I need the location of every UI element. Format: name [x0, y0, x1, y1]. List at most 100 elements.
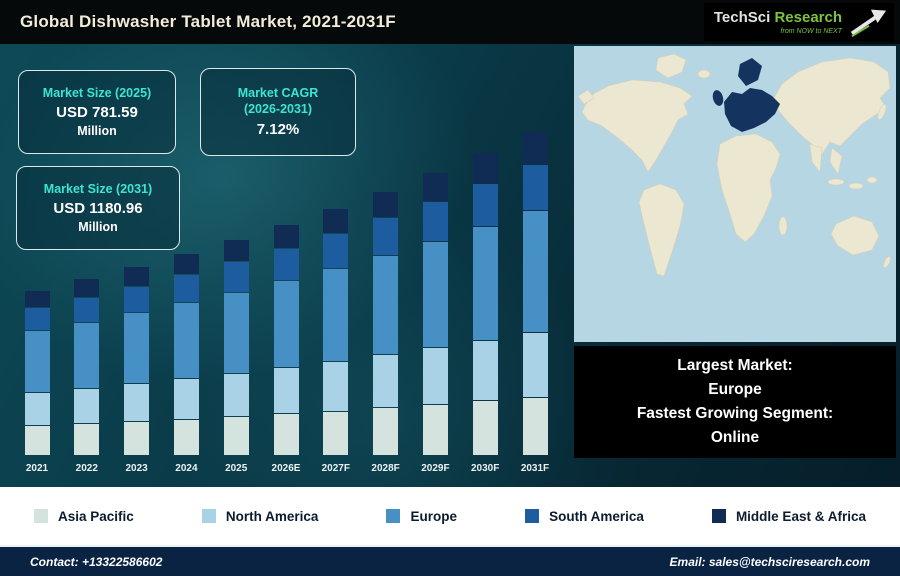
- bar-segment: [422, 241, 448, 348]
- bar-segment: [522, 165, 548, 210]
- fastest-segment-label: Fastest Growing Segment:: [636, 405, 834, 422]
- bar-segment: [173, 274, 199, 303]
- map-continents: [577, 53, 891, 277]
- axis-label: 2025: [225, 463, 248, 474]
- market-highlights-box: Largest Market: Europe Fastest Growing S…: [574, 346, 896, 458]
- bar-segment: [273, 281, 299, 368]
- axis-label: 2028F: [371, 463, 400, 474]
- legend-swatch: [201, 509, 216, 523]
- bar-segment: [472, 183, 498, 226]
- footer-bar: Contact: +13322586602 Email: sales@techs…: [0, 545, 900, 576]
- bar-2024: [173, 254, 199, 455]
- bar-2023: [124, 267, 150, 455]
- bar-segment: [74, 424, 100, 455]
- bar-segment: [422, 405, 448, 455]
- legend-label: Asia Pacific: [58, 508, 134, 524]
- bar-segment: [223, 240, 249, 262]
- legend-label: North America: [225, 508, 319, 524]
- bar-2026E: [273, 225, 299, 455]
- stat-box-market-size-2031: Market Size (2031) USD 1180.96 Million: [16, 166, 180, 250]
- bar-segment: [24, 330, 50, 392]
- bar-segment: [124, 313, 150, 384]
- bar-segment: [74, 388, 100, 424]
- logo-tagline: from NOW to NEXT: [780, 27, 842, 35]
- header-bar: Global Dishwasher Tablet Market, 2021-20…: [0, 0, 900, 44]
- stat-unit: Million: [77, 124, 117, 139]
- axis-label: 2029F: [421, 463, 450, 474]
- bar-segment: [522, 132, 548, 165]
- contact-phone: Contact: +13322586602: [30, 554, 163, 569]
- bar-segment: [273, 414, 299, 455]
- axis-label: 2024: [175, 463, 198, 474]
- bar-segment: [124, 421, 150, 455]
- stat-value: USD 781.59: [56, 104, 138, 122]
- bar-segment: [422, 348, 448, 405]
- legend-label: Europe: [410, 508, 457, 524]
- legend-item: Middle East & Africa: [711, 508, 866, 524]
- axis-label: 2031F: [520, 463, 550, 474]
- stat-box-market-size-2025: Market Size (2025) USD 781.59 Million: [18, 70, 176, 154]
- stat-label-line1: Market CAGR: [237, 86, 319, 101]
- bar-2025: [223, 240, 249, 455]
- bar-2030F: [472, 153, 498, 455]
- bar-2029F: [422, 173, 448, 455]
- bar-segment: [124, 267, 150, 286]
- legend-item: North America: [201, 508, 319, 524]
- bar-segment: [472, 401, 498, 455]
- bar-segment: [373, 191, 399, 218]
- axis-label: 2023: [125, 463, 148, 474]
- bar-segment: [124, 384, 150, 421]
- page-title: Global Dishwasher Tablet Market, 2021-20…: [20, 12, 396, 31]
- axis-label: 2021: [25, 463, 49, 474]
- bar-segment: [472, 226, 498, 340]
- bar-segment: [223, 292, 249, 373]
- bar-segment: [373, 255, 399, 355]
- legend-item: Asia Pacific: [34, 509, 134, 524]
- bar-segment: [472, 340, 498, 401]
- legend-swatch: [711, 509, 726, 523]
- legend-label: Middle East & Africa: [735, 508, 866, 524]
- bar-segment: [173, 303, 199, 379]
- bar-segment: [223, 262, 249, 292]
- bar-segment: [74, 279, 100, 297]
- bar-segment: [422, 173, 448, 202]
- logo-brand-primary: TechSci: [713, 8, 771, 26]
- bar-segment: [323, 208, 349, 234]
- contact-email: Email: sales@techsciresearch.com: [669, 554, 870, 569]
- stat-value: USD 1180.96: [53, 200, 143, 218]
- axis-label: 2027F: [321, 463, 350, 474]
- techsci-logo: TechSci Research from NOW to NEXT: [704, 3, 894, 41]
- axis-label: 2030F: [471, 463, 500, 474]
- largest-market-value: Europe: [708, 380, 762, 398]
- bar-segment: [74, 297, 100, 322]
- bar-segment: [173, 254, 199, 274]
- bar-segment: [273, 225, 299, 248]
- bar-segment: [74, 322, 100, 388]
- world-map: [574, 46, 896, 342]
- fastest-segment-value: Online: [710, 429, 760, 447]
- logo-text: TechSci Research from NOW to NEXT: [714, 10, 842, 35]
- bar-segment: [422, 202, 448, 241]
- bar-segment: [323, 269, 349, 362]
- legend-item: Europe: [386, 509, 457, 524]
- legend-label: South America: [549, 508, 644, 524]
- world-map-panel: [574, 46, 896, 342]
- legend-swatch: [34, 509, 48, 523]
- x-axis-labels: 2021 2022 2023 2024 2025 2026E 2027F 2028F 2029F…: [12, 463, 564, 479]
- main-panel: Market Size (2025) USD 781.59 Million Ma…: [0, 44, 900, 487]
- legend-swatch: [525, 509, 540, 523]
- bar-segment: [124, 286, 150, 313]
- stat-label: Market CAGR (2026-2031): [209, 86, 347, 117]
- stat-value: 7.12%: [256, 120, 300, 138]
- bar-segment: [223, 416, 249, 455]
- bar-segment: [373, 355, 399, 408]
- stacked-bar-chart: [12, 120, 564, 455]
- bar-segment: [273, 248, 299, 281]
- stat-label: Market Size (2025): [42, 85, 152, 100]
- bar-segment: [223, 373, 249, 416]
- axis-label: 2022: [75, 463, 98, 474]
- bar-segment: [24, 307, 50, 330]
- bar-segment: [273, 368, 299, 414]
- legend-item: South America: [525, 509, 644, 524]
